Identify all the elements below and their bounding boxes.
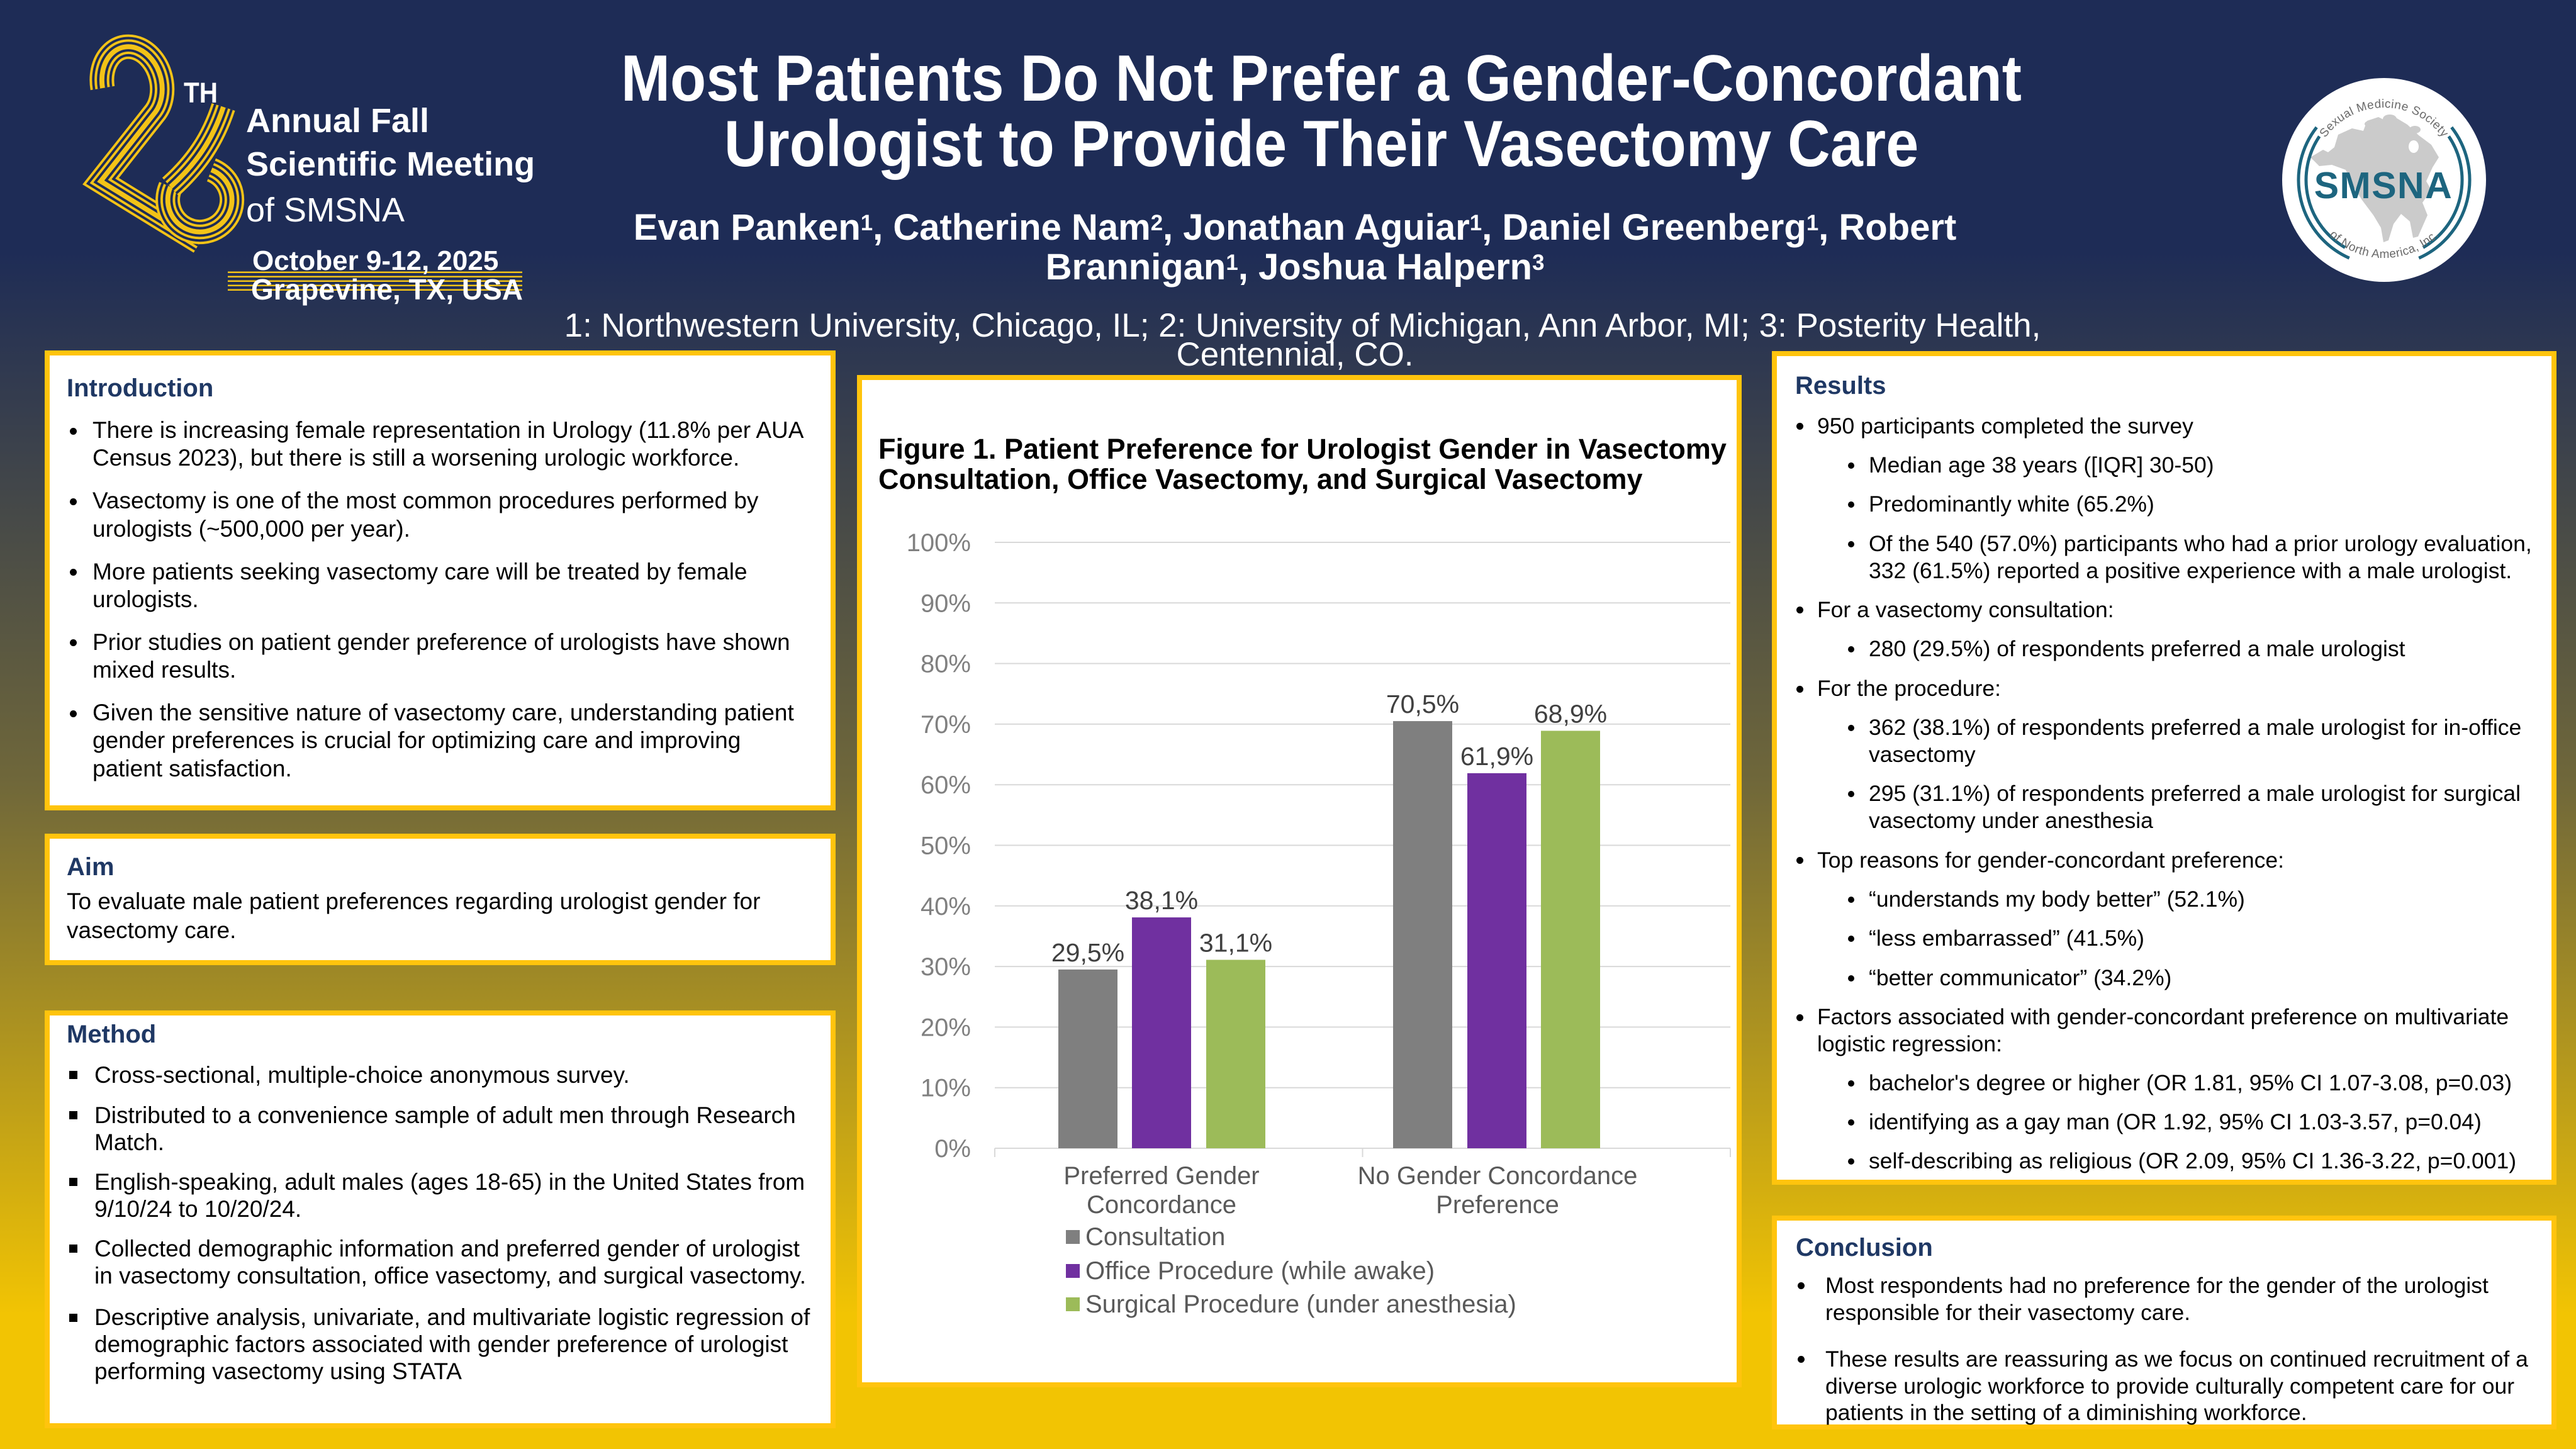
svg-text:100%: 100% — [907, 529, 971, 557]
svg-text:Preference: Preference — [1436, 1191, 1559, 1219]
svg-text:30%: 30% — [921, 953, 971, 981]
svg-text:Consultation, Office Vasectomy: Consultation, Office Vasectomy, and Surg… — [878, 463, 1643, 495]
svg-text:Concordance: Concordance — [1087, 1191, 1236, 1219]
svg-text:Preferred Gender: Preferred Gender — [1063, 1162, 1259, 1190]
svg-text:29,5%: 29,5% — [1051, 938, 1124, 967]
svg-text:Consultation: Consultation — [1085, 1223, 1225, 1251]
svg-text:SMSNA: SMSNA — [2314, 165, 2453, 206]
svg-text:No Gender Concordance: No Gender Concordance — [1358, 1162, 1638, 1190]
svg-text:Figure 1. Patient Preference f: Figure 1. Patient Preference for Urologi… — [878, 433, 1727, 465]
svg-text:60%: 60% — [921, 771, 971, 799]
svg-text:Surgical Procedure (under anes: Surgical Procedure (under anesthesia) — [1085, 1290, 1516, 1318]
svg-text:68,9%: 68,9% — [1534, 700, 1607, 729]
svg-text:0%: 0% — [934, 1135, 971, 1163]
svg-text:38,1%: 38,1% — [1125, 886, 1198, 915]
svg-text:80%: 80% — [921, 651, 971, 678]
svg-text:31,1%: 31,1% — [1199, 929, 1272, 958]
svg-text:20%: 20% — [921, 1014, 971, 1041]
svg-text:90%: 90% — [921, 590, 971, 617]
svg-text:40%: 40% — [921, 893, 971, 920]
svg-text:10%: 10% — [921, 1075, 971, 1102]
svg-text:50%: 50% — [921, 832, 971, 860]
svg-text:61,9%: 61,9% — [1460, 742, 1533, 771]
svg-text:70%: 70% — [921, 711, 971, 739]
svg-text:Office Procedure (while awake): Office Procedure (while awake) — [1085, 1257, 1435, 1285]
svg-text:70,5%: 70,5% — [1386, 690, 1459, 719]
